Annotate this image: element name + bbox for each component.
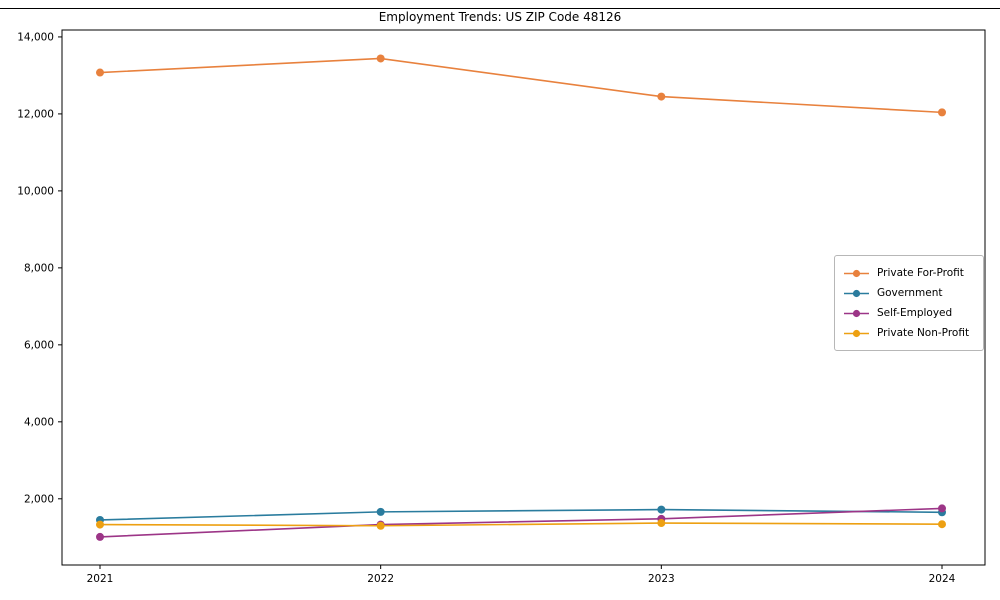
plot-border bbox=[61, 29, 986, 566]
legend-label: Self-Employed bbox=[877, 307, 953, 319]
legend-item: Self-Employed bbox=[843, 303, 974, 323]
y-tick-label: 14,000 bbox=[17, 31, 54, 43]
legend-item: Private For-Profit bbox=[843, 263, 974, 283]
series-line-0 bbox=[99, 57, 943, 114]
data-point-marker bbox=[657, 505, 666, 514]
figure-top-border bbox=[0, 8, 1000, 9]
y-tick-label: 6,000 bbox=[24, 339, 54, 351]
legend-marker-icon bbox=[844, 309, 869, 317]
y-tick-label: 10,000 bbox=[17, 185, 54, 197]
legend-label: Government bbox=[877, 287, 943, 299]
legend-marker-icon bbox=[844, 329, 869, 337]
legend-marker-icon bbox=[844, 269, 869, 277]
data-point-marker bbox=[938, 504, 946, 513]
legend-item: Government bbox=[843, 283, 974, 303]
data-point-marker bbox=[938, 520, 946, 529]
data-point-marker bbox=[657, 519, 666, 528]
data-point-marker bbox=[96, 532, 104, 541]
data-point-marker bbox=[376, 521, 385, 530]
y-tick-label: 12,000 bbox=[17, 108, 54, 120]
series-line-1 bbox=[99, 508, 943, 521]
data-point-marker bbox=[938, 108, 946, 117]
x-tick-label: 2022 bbox=[367, 573, 394, 585]
y-tick-label: 4,000 bbox=[24, 416, 54, 428]
legend-label: Private For-Profit bbox=[877, 267, 964, 279]
chart-legend: Private For-Profit Government Self-Emplo… bbox=[834, 255, 984, 351]
x-tick-label: 2024 bbox=[929, 573, 956, 585]
data-point-marker bbox=[96, 520, 104, 529]
legend-item: Private Non-Profit bbox=[843, 323, 974, 343]
legend-marker-icon bbox=[844, 289, 869, 297]
y-tick-label: 8,000 bbox=[24, 262, 54, 274]
data-point-marker bbox=[657, 92, 666, 101]
legend-label: Private Non-Profit bbox=[877, 327, 970, 339]
series-line-2 bbox=[99, 507, 943, 538]
data-point-marker bbox=[376, 54, 385, 63]
x-tick-label: 2021 bbox=[87, 573, 114, 585]
y-tick-label: 2,000 bbox=[24, 493, 54, 505]
data-point-marker bbox=[96, 68, 104, 77]
x-tick-label: 2023 bbox=[648, 573, 675, 585]
data-point-marker bbox=[376, 507, 385, 516]
series-line-3 bbox=[99, 522, 943, 527]
